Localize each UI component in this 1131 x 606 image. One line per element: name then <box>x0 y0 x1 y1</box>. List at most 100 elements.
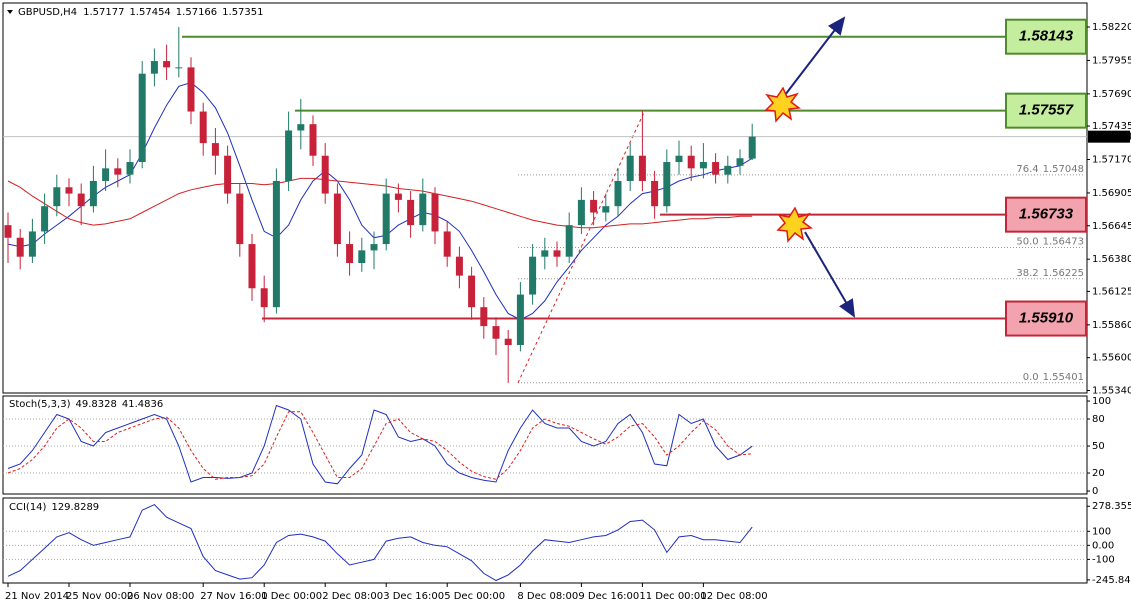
fib-label: 76.4 1.57048 <box>1016 164 1084 175</box>
candle-body <box>687 155 695 169</box>
candle-body <box>553 250 561 257</box>
candle-body <box>150 61 158 74</box>
candle-body <box>16 237 24 257</box>
candle-body <box>272 180 280 308</box>
fib-ratio: 76.4 <box>1016 164 1038 175</box>
y-tick-label: 1.55340 <box>1092 385 1131 396</box>
candle-body <box>175 67 183 69</box>
y-tick-label: -100 <box>1092 554 1115 565</box>
close: 1.57351 <box>222 7 263 18</box>
candle-body <box>321 155 329 194</box>
candle-body <box>529 256 537 295</box>
indicator-line <box>7 404 753 485</box>
current-price-label: 1.57351 <box>1092 132 1131 143</box>
level-label: 1.58143 <box>1019 28 1074 45</box>
y-tick-label: 1.55860 <box>1092 320 1131 331</box>
level-box <box>1005 300 1087 337</box>
level-box <box>1005 92 1087 129</box>
fib-ratio: 50.0 <box>1016 236 1038 247</box>
fib-label: 0.0 1.55401 <box>1023 372 1084 383</box>
y-tick-label: 1.56905 <box>1092 188 1131 199</box>
level-box <box>1005 196 1087 233</box>
candle-body <box>651 180 659 207</box>
candle-body <box>699 162 707 169</box>
candle-body <box>89 180 97 207</box>
candle-body <box>394 193 402 200</box>
candle-body <box>163 61 171 68</box>
candle-body <box>114 168 122 175</box>
candle-body <box>590 199 598 213</box>
candle-body <box>285 130 293 181</box>
candle-body <box>77 193 85 207</box>
cci-title: CCI(14) <box>9 502 47 513</box>
candle-body <box>358 250 366 263</box>
stoch-label: Stoch(5,3,3) 49.8328 41.4836 <box>9 399 163 410</box>
high: 1.57454 <box>129 7 170 18</box>
arrow-down <box>804 231 856 318</box>
candle-body <box>614 180 622 207</box>
candle-body <box>480 307 488 327</box>
candle-body <box>248 244 256 289</box>
candle-body <box>516 294 524 346</box>
y-tick-label: 80 <box>1092 414 1105 425</box>
y-tick-label: 1.57170 <box>1092 155 1131 166</box>
fib-value: 1.56225 <box>1043 268 1084 279</box>
stoch-signal: 41.4836 <box>122 399 163 410</box>
candle-body <box>431 193 439 232</box>
y-tick-label: 1.55600 <box>1092 353 1131 364</box>
candle-body <box>4 225 12 238</box>
x-tick-label: 21 Nov 2014 <box>5 591 69 602</box>
level-label: 1.55910 <box>1019 310 1074 327</box>
current-price-box <box>1088 130 1130 143</box>
x-tick-label: 3 Dec 16:00 <box>383 591 444 602</box>
x-tick-label: 5 Dec 00:00 <box>444 591 505 602</box>
fib-ratio: 0.0 <box>1023 372 1039 383</box>
cci-panel <box>2 497 1088 584</box>
fib-value: 1.57048 <box>1043 164 1084 175</box>
candle-body <box>492 326 500 339</box>
stoch-main: 49.8328 <box>75 399 116 410</box>
candle-body <box>565 225 573 257</box>
cci-label: CCI(14) 129.8289 <box>9 502 99 513</box>
level-box <box>1005 18 1087 55</box>
y-tick-label: 1.58220 <box>1092 22 1131 33</box>
candle-body <box>297 124 305 131</box>
candle-body <box>41 206 49 232</box>
stoch-title: Stoch(5,3,3) <box>9 399 71 410</box>
y-tick-label: 100 <box>1092 396 1111 407</box>
indicator-line <box>7 177 753 229</box>
candle-body <box>675 155 683 163</box>
candle-body <box>468 275 476 308</box>
x-tick-label: 27 Nov 16:00 <box>200 591 267 602</box>
candle-body <box>224 155 232 194</box>
level-label: 1.56733 <box>1019 206 1074 223</box>
candle-body <box>126 162 134 175</box>
candle-body <box>407 199 415 226</box>
candle-body <box>28 231 36 257</box>
indicator-line <box>7 503 753 582</box>
candle-body <box>211 143 219 156</box>
y-tick-label: 50 <box>1092 441 1105 452</box>
fib-ratio: 38.2 <box>1016 268 1038 279</box>
x-tick-label: 1 Dec 00:00 <box>261 591 322 602</box>
candle-body <box>419 193 427 226</box>
y-tick-label: 1.57955 <box>1092 55 1131 66</box>
candle-body <box>102 168 110 181</box>
x-tick-label: 8 Dec 08:00 <box>517 591 578 602</box>
candle-body <box>236 193 244 245</box>
candle-body <box>638 155 646 181</box>
candle-body <box>663 162 671 207</box>
candle-body <box>65 187 73 194</box>
stoch-panel <box>2 395 1088 495</box>
candle-body <box>455 256 463 276</box>
candle-body <box>577 199 585 226</box>
candle-body <box>370 244 378 251</box>
candle-body <box>382 193 390 245</box>
candle-body <box>443 231 451 257</box>
low: 1.57166 <box>176 7 217 18</box>
x-tick-label: 26 Nov 08:00 <box>127 591 194 602</box>
candle-body <box>602 206 610 213</box>
y-tick-label: 1.56125 <box>1092 286 1131 297</box>
